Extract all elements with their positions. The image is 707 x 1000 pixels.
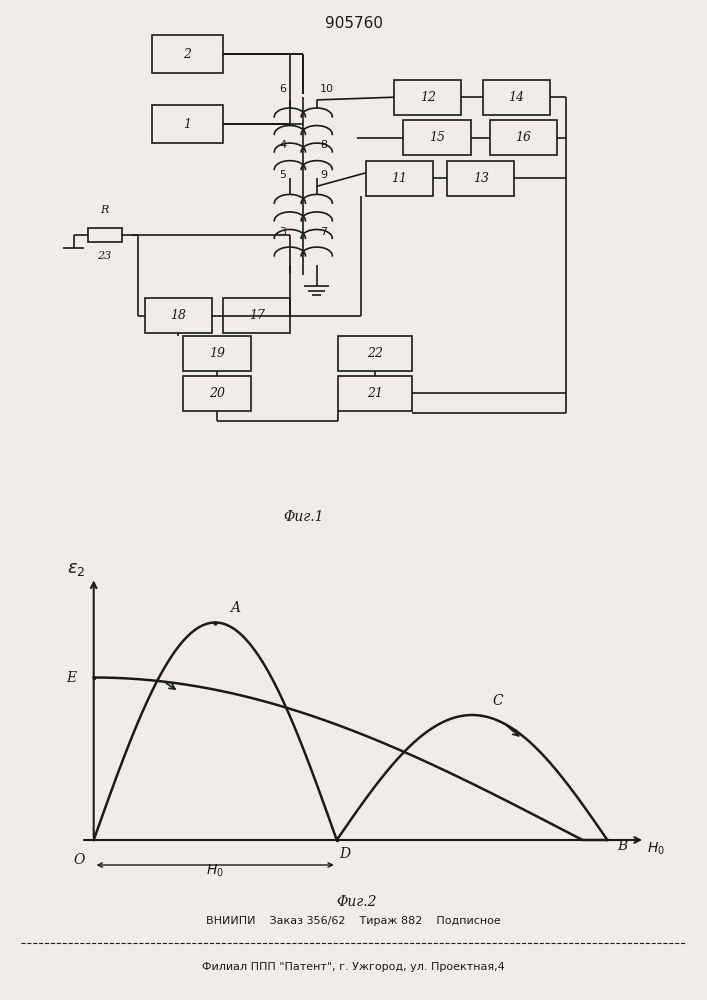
Bar xyxy=(448,161,515,196)
Text: 15: 15 xyxy=(429,131,445,144)
Text: 6: 6 xyxy=(279,84,286,94)
Bar xyxy=(366,161,433,196)
Text: C: C xyxy=(492,694,503,708)
Bar xyxy=(482,80,550,115)
Text: 4: 4 xyxy=(279,140,286,150)
Text: R: R xyxy=(100,205,109,215)
Text: 18: 18 xyxy=(170,309,186,322)
Text: 19: 19 xyxy=(209,347,225,360)
Bar xyxy=(184,376,251,411)
Text: 16: 16 xyxy=(515,131,531,144)
Text: 5: 5 xyxy=(279,170,286,180)
Bar xyxy=(223,298,291,333)
Text: Φиг.2: Φиг.2 xyxy=(337,895,377,909)
Text: 13: 13 xyxy=(473,172,489,185)
Text: E: E xyxy=(66,670,76,684)
Text: 1: 1 xyxy=(183,118,192,131)
Text: 20: 20 xyxy=(209,387,225,400)
Bar xyxy=(152,105,223,143)
Text: $H_0$: $H_0$ xyxy=(206,863,224,879)
Bar xyxy=(338,376,411,411)
Text: 21: 21 xyxy=(367,387,382,400)
Text: ВНИИПИ    Заказ 356/62    Тираж 882    Подписное: ВНИИПИ Заказ 356/62 Тираж 882 Подписное xyxy=(206,916,501,926)
Text: 7: 7 xyxy=(320,227,327,237)
Bar xyxy=(145,298,212,333)
Text: A: A xyxy=(230,601,240,615)
Text: 17: 17 xyxy=(249,309,264,322)
Text: 12: 12 xyxy=(420,91,436,104)
Text: 905760: 905760 xyxy=(325,16,382,31)
Text: Филиал ППП "Патент", г. Ужгород, ул. Проектная,4: Филиал ППП "Патент", г. Ужгород, ул. Про… xyxy=(202,962,505,972)
Text: 14: 14 xyxy=(508,91,524,104)
Text: $\varepsilon_2$: $\varepsilon_2$ xyxy=(67,560,86,578)
Bar xyxy=(403,120,471,155)
Bar xyxy=(395,80,461,115)
Text: 10: 10 xyxy=(320,84,334,94)
Text: O: O xyxy=(73,852,84,866)
Text: 9: 9 xyxy=(320,170,327,180)
Text: D: D xyxy=(339,846,350,860)
Bar xyxy=(152,35,223,73)
Text: Φиг.1: Φиг.1 xyxy=(284,510,325,524)
Text: 3: 3 xyxy=(279,227,286,237)
Text: 11: 11 xyxy=(392,172,407,185)
Text: B: B xyxy=(617,839,628,853)
Bar xyxy=(184,336,251,371)
Text: 8: 8 xyxy=(320,140,327,150)
Text: 2: 2 xyxy=(183,47,192,60)
Bar xyxy=(489,120,557,155)
Bar xyxy=(88,228,122,242)
Text: 23: 23 xyxy=(98,251,112,261)
Text: $H_0$: $H_0$ xyxy=(648,840,665,857)
Bar xyxy=(338,336,411,371)
Text: 22: 22 xyxy=(367,347,382,360)
